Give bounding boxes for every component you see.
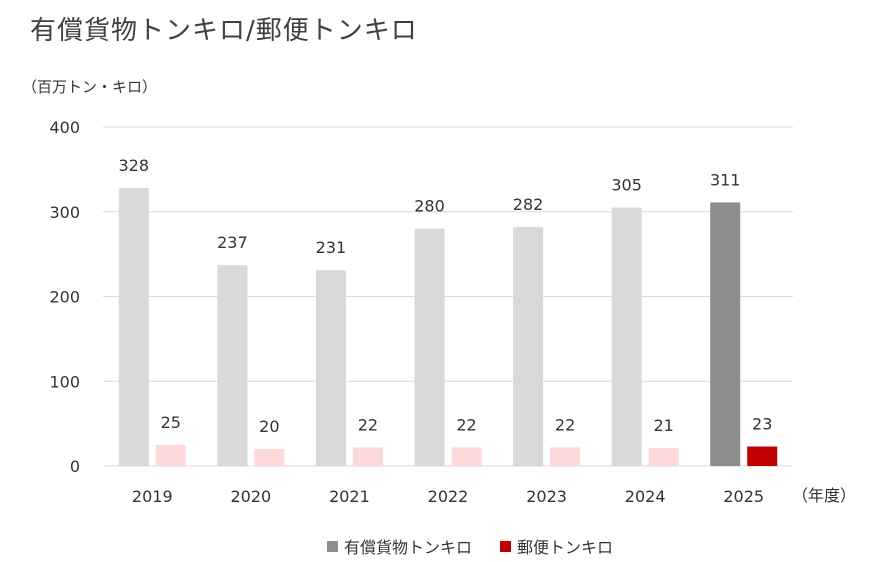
- bar-cargo: [513, 227, 544, 466]
- bar-cargo: [315, 270, 346, 466]
- y-tick-label: 300: [49, 203, 80, 222]
- data-label-mail: 22: [358, 415, 378, 434]
- data-label-mail: 21: [653, 416, 673, 435]
- legend-item-mail: 郵便トンキロ: [500, 534, 613, 558]
- y-axis-ticks: 0 100 200 300 400: [49, 118, 80, 476]
- data-label-cargo: 305: [611, 176, 642, 195]
- y-tick-label: 100: [49, 372, 80, 391]
- y-axis-unit-label: （百万トン・キロ）: [22, 78, 158, 96]
- y-tick-label: 0: [70, 457, 80, 476]
- chart-title: 有償貨物トンキロ/郵便トンキロ: [30, 16, 418, 46]
- x-tick-label: 2021: [329, 487, 370, 506]
- bar-cargo: [414, 228, 445, 466]
- data-label-mail: 22: [456, 415, 476, 434]
- x-axis-ticks: 2019 2020 2021 2022 2023 2024 2025: [132, 487, 764, 506]
- x-axis-unit-label: （年度）: [792, 486, 856, 505]
- data-label-mail: 22: [555, 415, 575, 434]
- data-label-mail: 25: [161, 413, 181, 432]
- bar-cargo: [118, 188, 149, 466]
- data-label-cargo: 328: [119, 156, 150, 175]
- legend: 有償貨物トンキロ 郵便トンキロ: [327, 534, 641, 558]
- data-label-mail: 20: [259, 417, 279, 436]
- x-tick-label: 2023: [526, 487, 567, 506]
- data-label-cargo: 280: [414, 197, 445, 216]
- legend-item-cargo: 有償貨物トンキロ: [327, 534, 472, 558]
- legend-label-mail: 郵便トンキロ: [517, 538, 614, 557]
- bar-mail: [352, 447, 383, 466]
- x-tick-label: 2024: [625, 487, 666, 506]
- y-tick-label: 400: [49, 118, 80, 137]
- bar-cargo: [611, 207, 642, 466]
- bar-mail: [550, 447, 581, 466]
- bars: 328 25 237 20 231 22 280 22 282 22 305 21 311 23: [118, 156, 778, 467]
- y-tick-label: 200: [49, 288, 80, 307]
- bar-mail: [451, 447, 482, 466]
- grid-lines: [103, 126, 793, 467]
- legend-swatch-mail: [500, 540, 512, 552]
- data-label-cargo: 237: [217, 233, 248, 252]
- legend-label-cargo: 有償貨物トンキロ: [344, 538, 473, 557]
- data-label-cargo: 231: [316, 238, 347, 257]
- data-label-mail: 23: [752, 415, 772, 434]
- bar-cargo: [710, 202, 741, 467]
- x-tick-label: 2022: [428, 487, 469, 506]
- x-tick-label: 2020: [230, 487, 271, 506]
- x-tick-label: 2019: [132, 487, 173, 506]
- x-tick-label: 2025: [723, 487, 764, 506]
- bar-cargo: [217, 265, 248, 466]
- bar-mail: [747, 446, 778, 466]
- legend-swatch-cargo: [327, 540, 338, 552]
- data-label-cargo: 311: [710, 170, 741, 189]
- bar-mail: [648, 448, 679, 466]
- data-label-cargo: 282: [513, 195, 544, 214]
- bar-mail: [155, 444, 186, 466]
- bar-mail: [254, 449, 285, 466]
